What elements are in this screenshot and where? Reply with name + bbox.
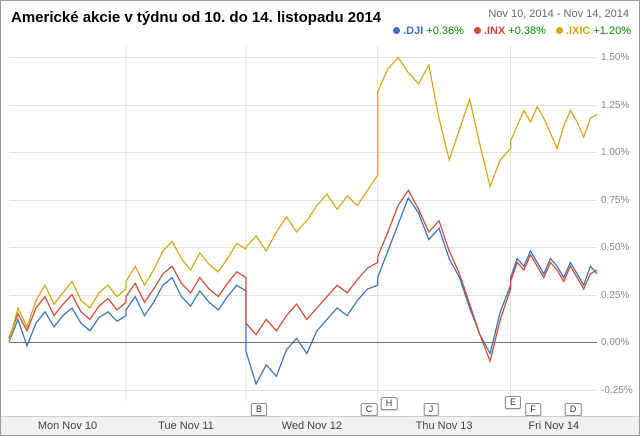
legend-change: +0.36% (426, 25, 464, 37)
legend-change: +0.38% (508, 25, 546, 37)
legend-ticker: .INX (483, 25, 506, 37)
legend-dot-icon (393, 26, 401, 34)
legend-dot-icon (473, 26, 481, 34)
legend-item-dji[interactable]: .DJI +0.36% (393, 25, 464, 37)
news-flag-c[interactable]: C (360, 403, 378, 416)
date-range: Nov 10, 2014 - Nov 14, 2014 (488, 8, 629, 20)
legend-dot-icon (555, 26, 563, 34)
price-chart[interactable] (1, 1, 640, 418)
y-tick-label: 0.00% (601, 336, 630, 348)
y-tick-label: 1.50% (601, 51, 630, 63)
x-axis-label-fri: Fri Nov 14 (528, 420, 580, 432)
x-axis-label-mon: Mon Nov 10 (37, 420, 98, 432)
x-axis-label-tue: Tue Nov 11 (158, 420, 214, 432)
series-line-dji (8, 196, 598, 386)
y-tick-label: 0.75% (601, 194, 630, 206)
y-tick-label: 0.25% (601, 289, 630, 301)
legend-item-ixic[interactable]: .IXIC +1.20% (555, 25, 631, 37)
series-line-inx (8, 189, 598, 364)
x-axis: Mon Nov 10 Tue Nov 11 Wed Nov 12 Thu Nov 13… (1, 416, 639, 435)
page-title: Americké akcie v týdnu od 10. do 14. lis… (11, 9, 382, 26)
news-flag-j[interactable]: J (423, 403, 439, 416)
y-tick-label: 0.50% (601, 241, 630, 253)
x-axis-label-wed: Wed Nov 12 (281, 420, 342, 432)
news-flag-d[interactable]: D (564, 403, 582, 416)
legend-item-inx[interactable]: .INX +0.38% (473, 25, 546, 37)
news-flag-h[interactable]: H (380, 397, 398, 410)
series-line-ixic (8, 56, 598, 343)
news-flag-f[interactable]: F (525, 403, 541, 416)
news-flag-e[interactable]: E (504, 396, 522, 409)
legend-ticker: .IXIC (565, 25, 591, 37)
y-tick-label: 1.00% (601, 146, 630, 158)
legend: .DJI +0.36% .INX +0.38% .IXIC +1.20% (383, 25, 631, 37)
y-tick-label: -0.25% (601, 384, 633, 396)
x-axis-label-thu: Thu Nov 13 (415, 420, 473, 432)
legend-ticker: .DJI (403, 25, 424, 37)
legend-change: +1.20% (593, 25, 631, 37)
news-flag-b[interactable]: B (250, 403, 268, 416)
y-tick-label: 1.25% (601, 99, 630, 111)
